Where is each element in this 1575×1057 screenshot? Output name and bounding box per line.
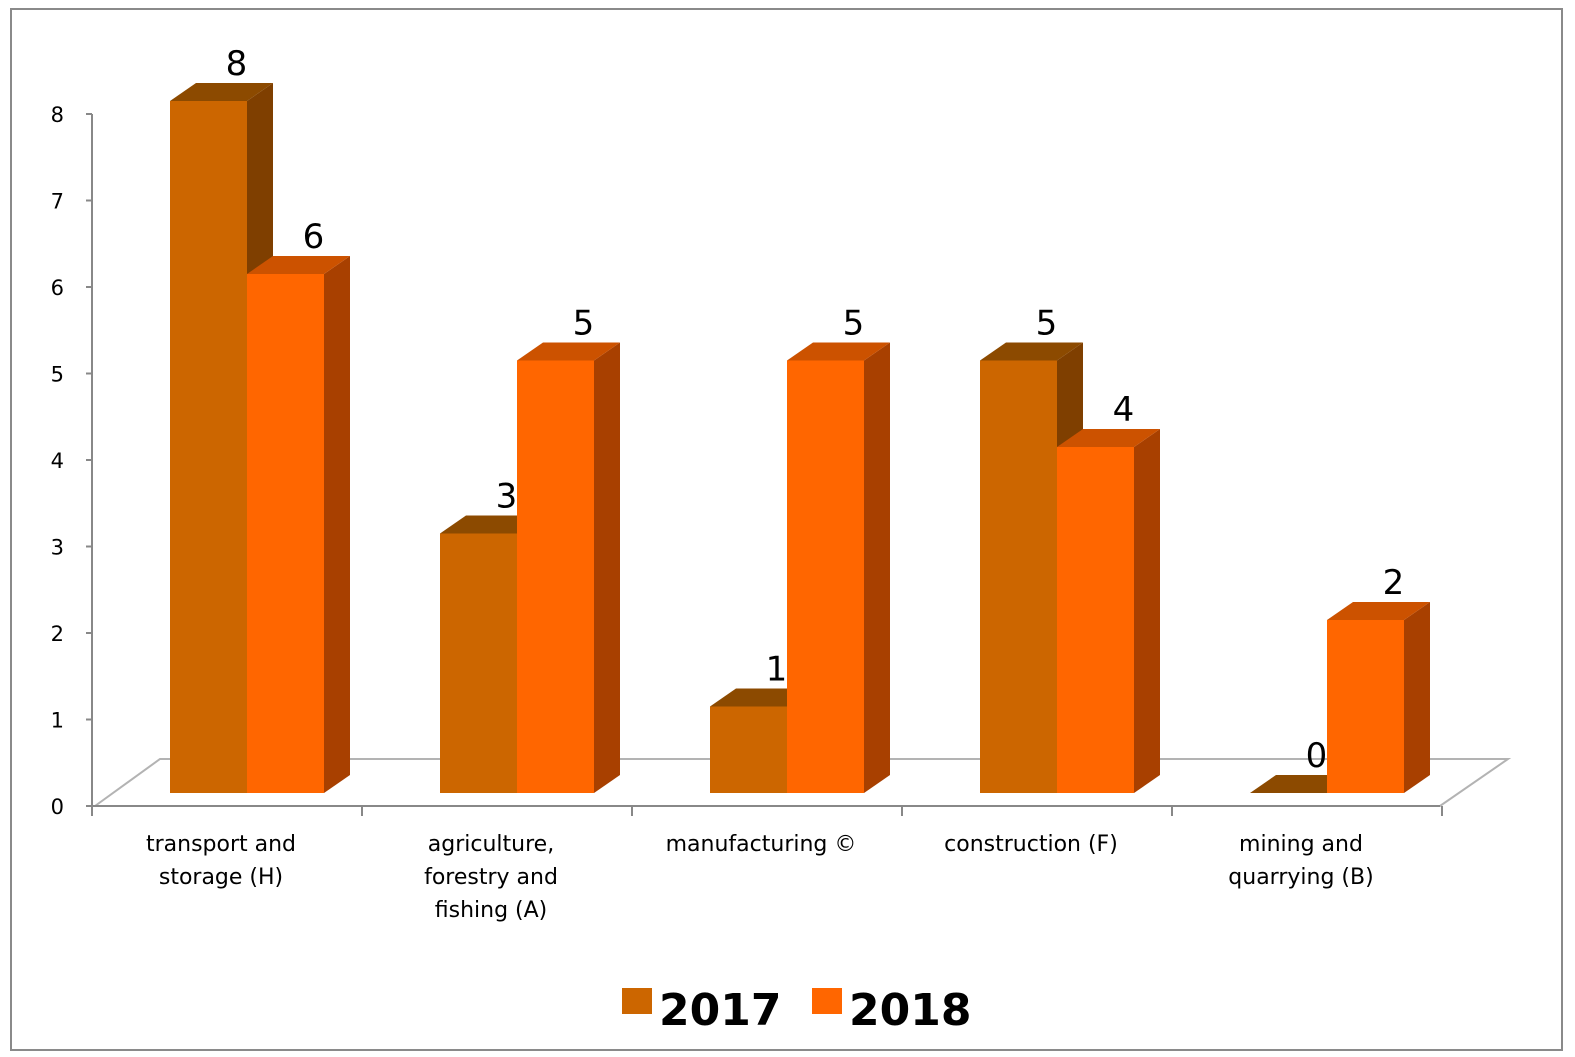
y-tick-label: 8 xyxy=(51,103,64,127)
bar-top-2018 xyxy=(247,256,350,274)
category-label: mining and quarrying (B) xyxy=(1228,832,1373,890)
data-label: 1 xyxy=(766,650,788,690)
y-tick-label: 7 xyxy=(51,190,64,214)
category-label-line: construction (F) xyxy=(944,832,1118,857)
legend-label-2017: 2017 xyxy=(659,985,781,1036)
bar-2018 xyxy=(517,360,594,793)
category-label-line: fishing (A) xyxy=(435,898,548,923)
bar-top-2018 xyxy=(1057,429,1160,447)
data-label: 5 xyxy=(1036,304,1058,344)
category-label-line: storage (H) xyxy=(159,865,283,890)
bar-top-2018 xyxy=(517,342,620,361)
bar-top-2017 xyxy=(170,83,273,101)
bar-top-2017 xyxy=(980,342,1083,361)
axes xyxy=(86,113,1512,816)
category-label: agriculture, forestry and fishing (A) xyxy=(424,832,558,923)
data-label: 5 xyxy=(573,304,595,344)
bar-side-2018 xyxy=(1404,602,1430,793)
y-tick-label: 6 xyxy=(51,276,64,300)
bar-side-2018 xyxy=(324,256,350,793)
category-label: transport and storage (H) xyxy=(146,832,296,890)
category-label-line: forestry and xyxy=(424,865,558,890)
data-label: 0 xyxy=(1306,736,1328,776)
y-tick-label: 0 xyxy=(51,795,64,819)
category-label-line: manufacturing © xyxy=(666,832,857,857)
bar-2018 xyxy=(1327,620,1404,793)
legend-label-2018: 2018 xyxy=(849,985,971,1036)
data-label: 5 xyxy=(843,304,865,344)
data-label: 4 xyxy=(1113,390,1135,430)
bar-2017 xyxy=(440,533,517,793)
y-tick-label: 1 xyxy=(51,709,64,733)
data-label: 2 xyxy=(1383,563,1405,603)
bar-top-2018 xyxy=(787,342,890,361)
y-tick-label: 4 xyxy=(51,449,64,473)
data-label: 6 xyxy=(303,217,325,257)
category-label-line: agriculture, xyxy=(428,832,554,857)
category-label: manufacturing © xyxy=(666,832,857,857)
bar-2018 xyxy=(787,360,864,793)
legend-swatch-2017 xyxy=(622,988,652,1014)
bar-side-2018 xyxy=(864,342,890,793)
bar-2017 xyxy=(980,360,1057,793)
category-label-line: quarrying (B) xyxy=(1228,865,1373,890)
category-label: construction (F) xyxy=(944,832,1118,857)
legend-swatch-2018 xyxy=(812,988,842,1014)
legend: 2017 2018 xyxy=(622,985,971,1036)
y-tick-label: 2 xyxy=(51,622,64,646)
bar-2017 xyxy=(170,101,247,793)
category-label-line: mining and xyxy=(1239,832,1363,857)
bar-top-2018 xyxy=(1327,602,1430,620)
y-tick-label: 5 xyxy=(51,363,64,387)
bar-side-2018 xyxy=(594,342,620,793)
category-label-line: transport and xyxy=(146,832,296,857)
data-label: 8 xyxy=(226,44,248,84)
bar-2017 xyxy=(710,706,787,793)
labels: 0 1 2 3 4 5 6 7 8 transport and storage (H) agricul… xyxy=(51,44,1405,923)
bar-2018 xyxy=(247,274,324,793)
data-label: 3 xyxy=(496,477,518,517)
bars xyxy=(170,83,1430,793)
bar-side-2018 xyxy=(1134,429,1160,793)
y-tick-label: 3 xyxy=(51,536,64,560)
bar-2018 xyxy=(1057,447,1134,793)
